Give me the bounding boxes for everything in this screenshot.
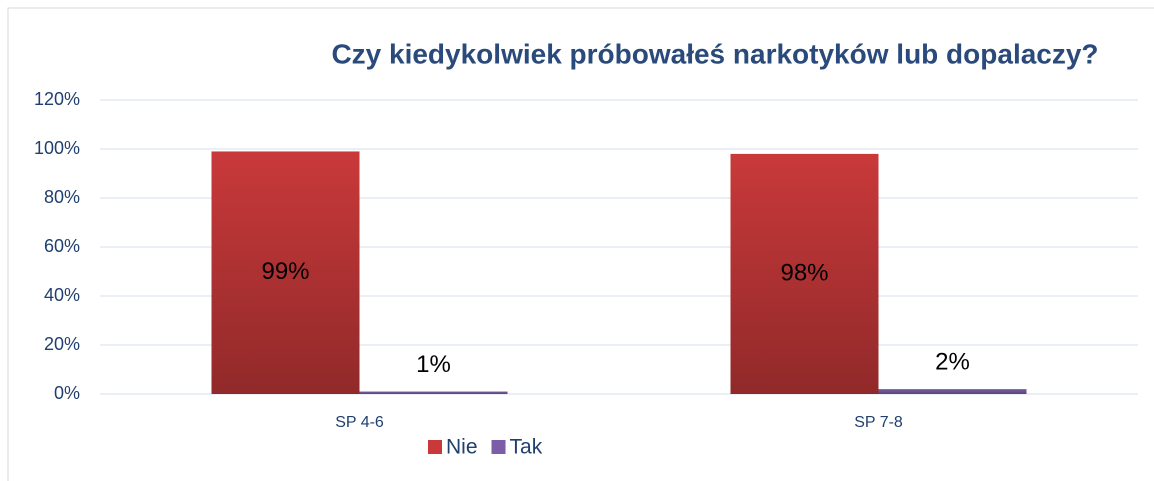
data-label: 99% (261, 258, 309, 285)
chart-frame (7, 7, 1154, 481)
chart-title: Czy kiedykolwiek próbowałeś narkotyków l… (331, 38, 1098, 69)
data-label: 1% (416, 351, 451, 378)
bar-shade (211, 151, 360, 394)
y-tick-label: 100% (34, 138, 80, 158)
y-tick-label: 0% (54, 383, 80, 403)
legend-label: Tak (510, 436, 543, 459)
x-tick-label: SP 7-8 (854, 414, 903, 431)
y-tick-label: 60% (44, 236, 80, 256)
bar-shade (878, 389, 1027, 394)
x-tick-label: SP 4-6 (335, 414, 384, 431)
bar-shade (730, 153, 879, 394)
data-label: 2% (935, 348, 970, 375)
bar-shade (359, 391, 508, 394)
legend-label: Nie (446, 436, 478, 459)
y-tick-label: 40% (44, 285, 80, 305)
data-label: 98% (780, 259, 828, 286)
legend-swatch (428, 440, 442, 454)
y-tick-label: 20% (44, 334, 80, 354)
legend-swatch (491, 440, 506, 454)
y-tick-label: 80% (44, 187, 80, 207)
y-tick-label: 120% (34, 89, 80, 109)
